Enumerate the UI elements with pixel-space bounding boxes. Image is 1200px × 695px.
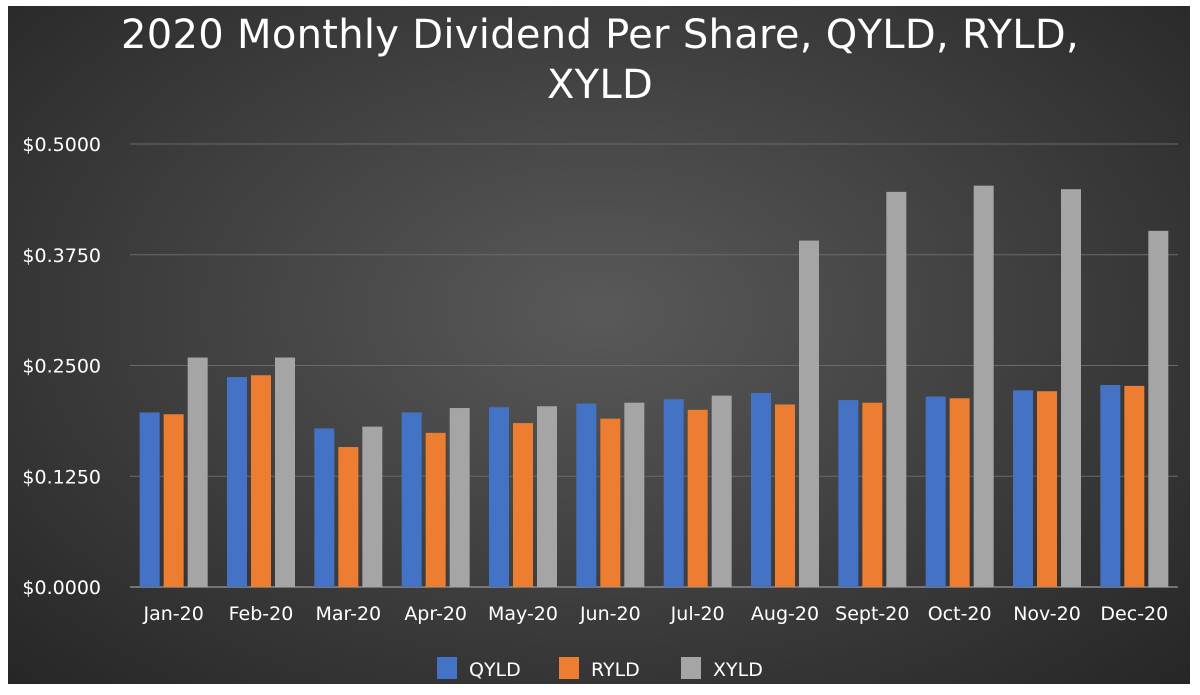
legend-swatch-qyld bbox=[437, 657, 457, 679]
chart-title-line-1: 2020 Monthly Dividend Per Share, QYLD, R… bbox=[121, 12, 1079, 58]
legend-label-xyld: XYLD bbox=[713, 659, 763, 681]
bar-xyld bbox=[275, 357, 295, 587]
bar-ryld bbox=[513, 423, 533, 587]
bar-qyld bbox=[227, 377, 247, 587]
bar-ryld bbox=[425, 432, 446, 587]
legend-label-qyld: QYLD bbox=[469, 659, 521, 681]
bar-ryld bbox=[1037, 391, 1057, 587]
bar-qyld bbox=[139, 412, 160, 587]
bar-qyld bbox=[838, 400, 859, 587]
legend-swatch-xyld bbox=[681, 657, 701, 679]
x-tick-label: Apr-20 bbox=[404, 603, 467, 625]
bar-qyld bbox=[576, 403, 597, 587]
bar-xyld bbox=[187, 357, 208, 587]
bar-xyld bbox=[799, 240, 819, 587]
y-tick-label: $0.1250 bbox=[22, 466, 101, 488]
legend-label-ryld: RYLD bbox=[591, 659, 640, 681]
bar-ryld bbox=[163, 414, 184, 587]
bar-qyld bbox=[1013, 390, 1033, 587]
bar-xyld bbox=[362, 426, 383, 587]
bar-ryld bbox=[1124, 385, 1145, 587]
x-tick-label: Feb-20 bbox=[229, 603, 294, 625]
x-tick-label: Nov-20 bbox=[1013, 603, 1081, 625]
bar-qyld bbox=[925, 396, 946, 587]
bar-ryld bbox=[338, 447, 359, 587]
y-tick-label: $0.2500 bbox=[22, 356, 101, 378]
bar-xyld bbox=[449, 408, 470, 587]
x-tick-label: Dec-20 bbox=[1100, 603, 1168, 625]
chart-title-line-2: XYLD bbox=[546, 62, 654, 108]
legend-swatch-ryld bbox=[559, 657, 579, 679]
bar-xyld bbox=[886, 191, 907, 587]
x-tick-label: Jul-20 bbox=[670, 603, 725, 625]
x-tick-label: Sept-20 bbox=[835, 603, 909, 625]
x-tick-label: Mar-20 bbox=[315, 603, 381, 625]
bar-ryld bbox=[949, 398, 970, 587]
bar-xyld bbox=[1061, 189, 1081, 587]
x-tick-label: Jun-20 bbox=[579, 603, 641, 625]
bar-qyld bbox=[1100, 384, 1121, 587]
bar-qyld bbox=[489, 407, 509, 587]
bar-xyld bbox=[1148, 230, 1169, 587]
bar-xyld bbox=[973, 185, 994, 587]
bar-qyld bbox=[401, 412, 422, 587]
bar-ryld bbox=[251, 375, 271, 587]
bar-xyld bbox=[711, 395, 732, 587]
bar-qyld bbox=[751, 392, 771, 587]
bar-ryld bbox=[687, 409, 708, 587]
x-tick-label: Aug-20 bbox=[751, 603, 819, 625]
bar-ryld bbox=[600, 418, 621, 587]
y-tick-label: $0.0000 bbox=[22, 577, 101, 599]
x-tick-label: May-20 bbox=[488, 603, 558, 625]
bar-ryld bbox=[862, 402, 883, 587]
x-tick-label: Jan-20 bbox=[143, 603, 204, 625]
x-tick-label: Oct-20 bbox=[928, 603, 992, 625]
y-tick-label: $0.5000 bbox=[22, 134, 101, 156]
bar-ryld bbox=[775, 404, 795, 587]
y-tick-label: $0.3750 bbox=[22, 245, 101, 267]
bar-xyld bbox=[537, 406, 557, 587]
bar-xyld bbox=[624, 402, 645, 587]
chart-title: 2020 Monthly Dividend Per Share, QYLD, R… bbox=[0, 10, 1200, 110]
bar-qyld bbox=[663, 399, 684, 587]
bar-qyld bbox=[314, 428, 335, 587]
